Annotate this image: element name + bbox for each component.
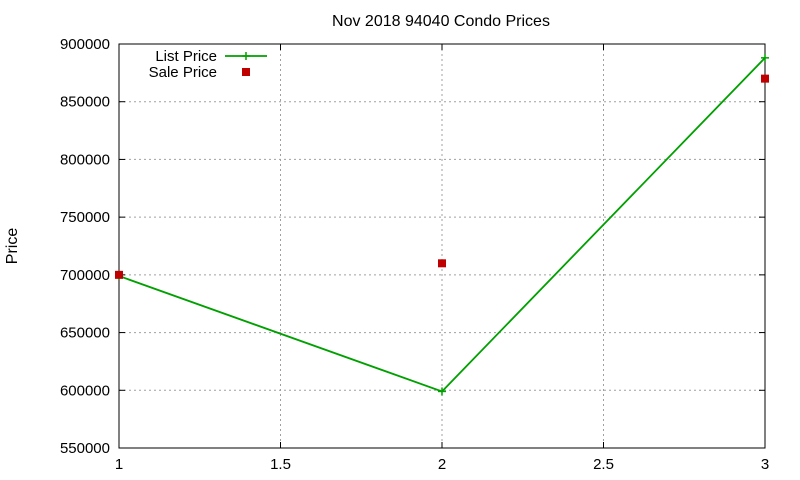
x-tick-label: 2 <box>438 456 446 473</box>
y-tick-label: 900000 <box>60 36 110 53</box>
list-price-point <box>761 53 769 62</box>
legend-plus-marker <box>242 52 250 60</box>
x-tick-label: 3 <box>761 456 769 473</box>
y-tick-label: 600000 <box>60 382 110 399</box>
y-tick-label: 550000 <box>60 440 110 457</box>
y-tick-label: 850000 <box>60 94 110 111</box>
x-tick-label: 1.5 <box>270 456 291 473</box>
sale-price-point <box>438 259 446 268</box>
y-tick-label: 750000 <box>60 209 110 226</box>
y-axis-label: Price <box>4 228 21 265</box>
grid-layer <box>119 44 765 448</box>
chart-title: Nov 2018 94040 Condo Prices <box>332 13 550 30</box>
legend-square-marker <box>242 68 250 76</box>
y-tick-label: 800000 <box>60 151 110 168</box>
sale-price-point <box>115 270 123 279</box>
ticks-layer: 550000 600000 650000 700000 750000 800000 8500… <box>60 36 769 473</box>
list-price-point <box>438 387 446 396</box>
sale-price-point <box>761 74 769 83</box>
x-tick-label: 1 <box>115 456 123 473</box>
y-tick-label: 700000 <box>60 267 110 284</box>
series-layer <box>115 53 769 396</box>
y-tick-label: 650000 <box>60 325 110 342</box>
legend-label: List Price <box>155 48 217 65</box>
legend-label: Sale Price <box>149 64 217 81</box>
x-tick-label: 2.5 <box>593 456 614 473</box>
